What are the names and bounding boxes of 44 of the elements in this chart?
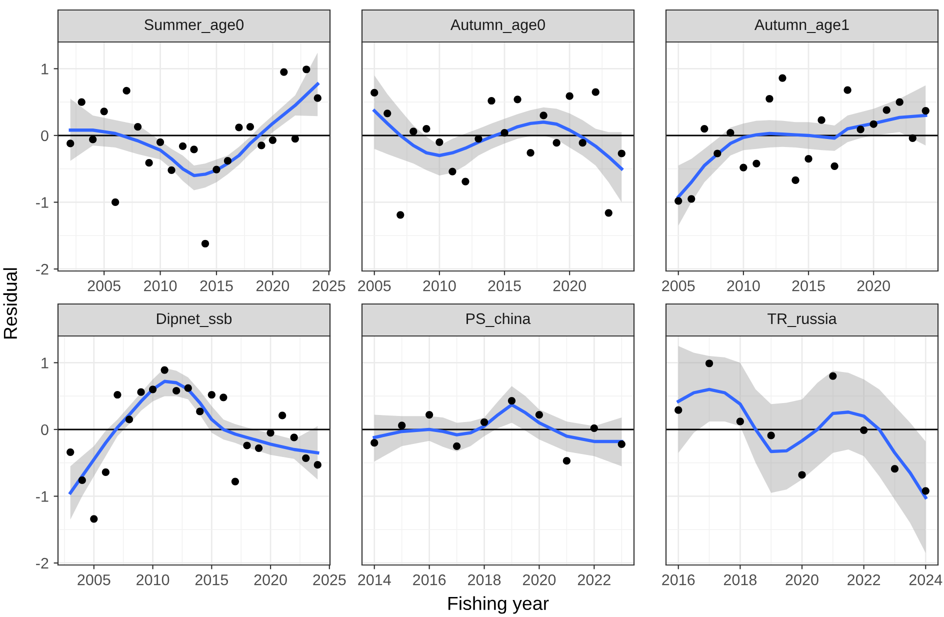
- y-tick-label: -1: [36, 197, 48, 208]
- x-tick-label: 2025: [312, 280, 346, 292]
- x-axis-title: Fishing year: [448, 596, 549, 614]
- chart-title: TR_russia: [768, 312, 837, 327]
- x-tick-label: 2024: [909, 574, 942, 586]
- y-tick-label: 1: [42, 64, 48, 74]
- x-tick-label: 2005: [662, 280, 695, 292]
- x-tick-label: 2018: [724, 574, 757, 586]
- x-tick-label: 2005: [358, 280, 391, 292]
- x-tick-label: 2005: [88, 280, 120, 292]
- x-tick-label: 2020: [857, 280, 890, 292]
- x-tick-label: 2020: [522, 574, 556, 586]
- x-tick-label: 2010: [144, 280, 177, 292]
- y-tick-label: 0: [41, 130, 48, 142]
- x-tick-label: 2020: [786, 574, 818, 586]
- y-axis-title: Residual: [3, 268, 18, 338]
- x-tick-label: 2015: [200, 280, 233, 292]
- chart-title: Autumn_age1: [754, 19, 849, 34]
- x-tick-label: 2010: [727, 280, 760, 292]
- x-tick-label: 2020: [256, 280, 290, 292]
- y-tick-label: -2: [36, 264, 48, 275]
- x-tick-label: 2015: [195, 574, 228, 586]
- chart-title: Dipnet_ssb: [157, 312, 232, 328]
- chart-title: Summer_age0: [144, 19, 244, 34]
- x-tick-label: 2015: [792, 280, 825, 292]
- x-tick-label: 2014: [358, 574, 391, 586]
- chart-title: Autumn_age0: [450, 19, 545, 34]
- x-tick-label: 2015: [488, 280, 521, 292]
- y-tick-label: -2: [36, 558, 48, 569]
- x-tick-label: 2010: [423, 280, 456, 292]
- x-tick-label: 2022: [848, 574, 880, 586]
- x-tick-label: 2020: [553, 280, 586, 292]
- x-tick-label: 2005: [78, 574, 110, 586]
- x-tick-label: 2025: [313, 574, 346, 586]
- y-tick-label: -1: [36, 491, 48, 502]
- x-tick-label: 2022: [578, 574, 610, 586]
- x-tick-label: 2018: [468, 574, 501, 586]
- chart-title: PS_china: [466, 312, 531, 327]
- x-tick-label: 2016: [662, 574, 695, 586]
- y-tick-label: 0: [41, 424, 48, 436]
- x-tick-label: 2016: [413, 574, 446, 586]
- x-tick-label: 2020: [254, 574, 287, 586]
- y-tick-label: 1: [42, 358, 48, 368]
- x-tick-label: 2010: [136, 574, 170, 586]
